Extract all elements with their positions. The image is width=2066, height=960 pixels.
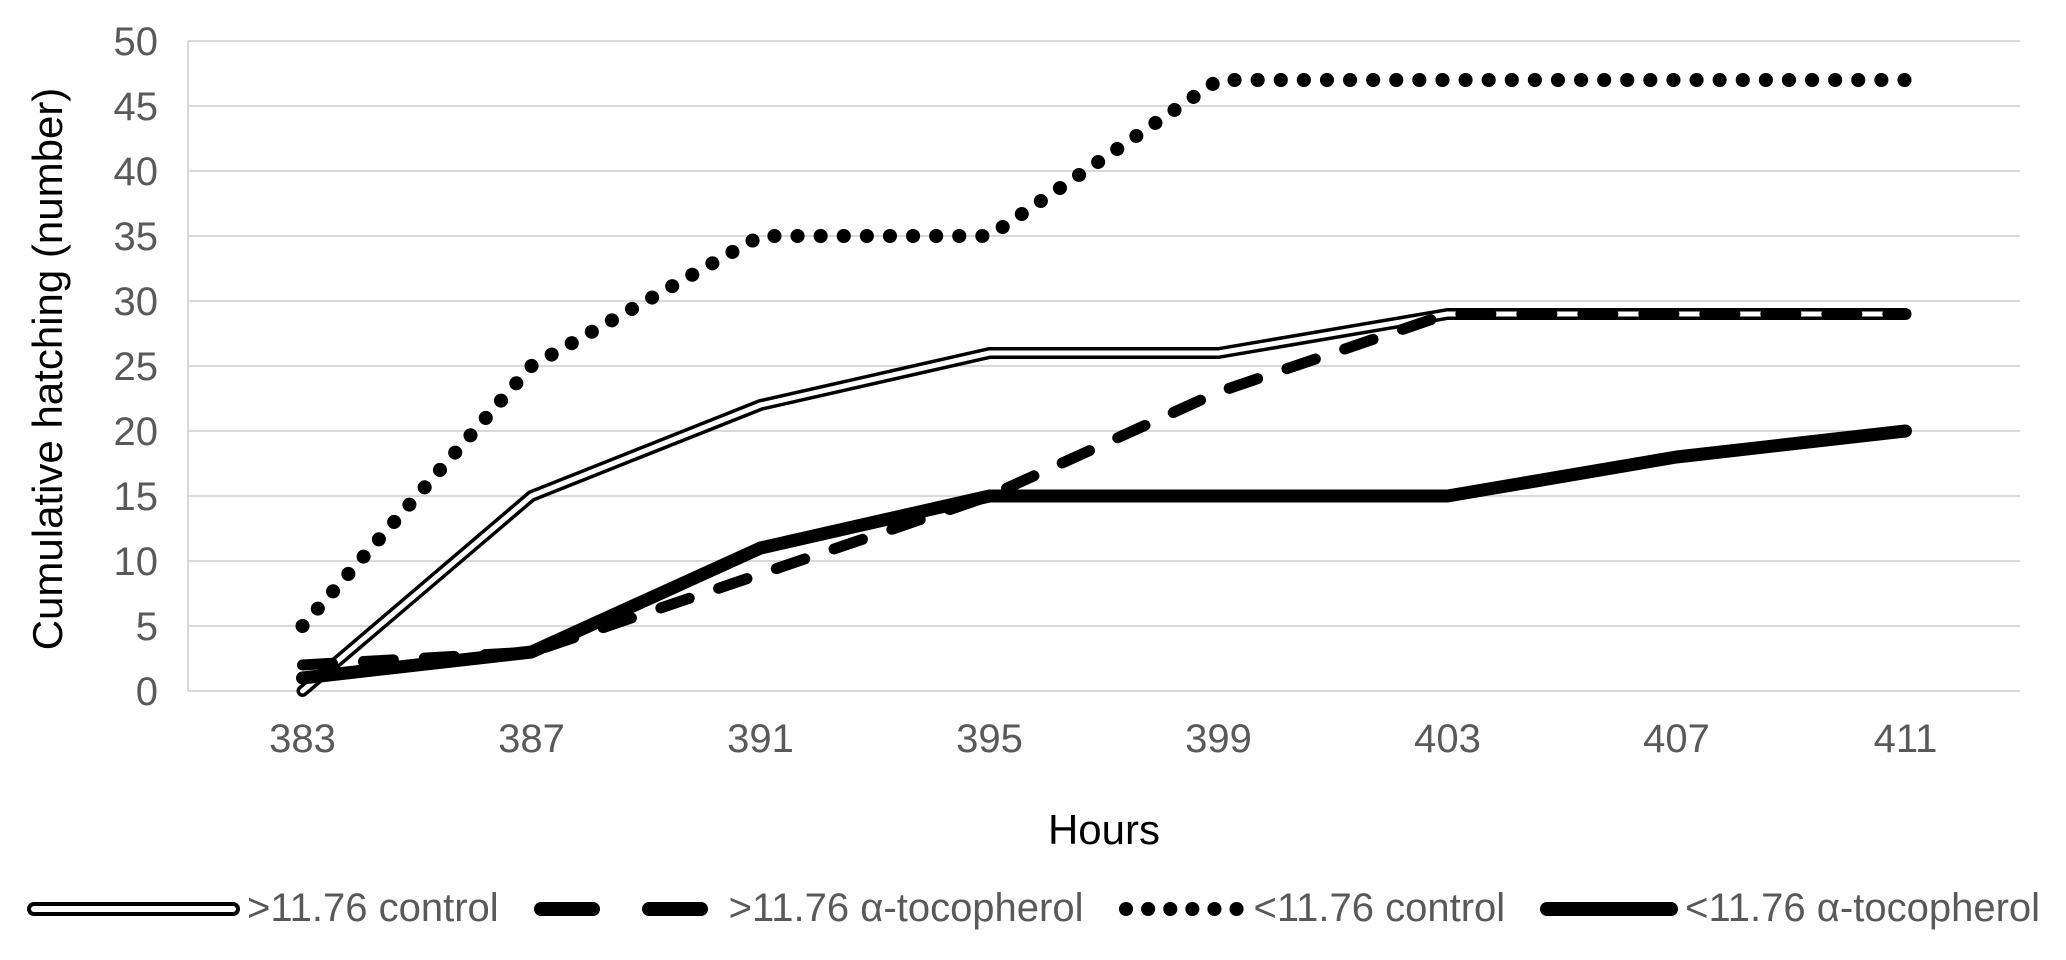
y-tick-label: 40 bbox=[114, 150, 159, 194]
x-tick-label: 395 bbox=[956, 717, 1023, 761]
x-tick-label: 391 bbox=[727, 717, 794, 761]
legend-item: <11.76 α-tocopherol bbox=[1539, 886, 2040, 931]
gridlines bbox=[188, 40, 2020, 692]
x-tick-label: 399 bbox=[1185, 717, 1252, 761]
y-tick-label: 20 bbox=[114, 410, 159, 454]
legend-label: >11.76 control bbox=[246, 886, 499, 930]
series-lines bbox=[295, 73, 1913, 697]
y-tick-label: 10 bbox=[114, 540, 159, 584]
y-tick-label: 45 bbox=[114, 85, 159, 129]
y-tick-label: 30 bbox=[114, 280, 159, 324]
series-line-dashed bbox=[297, 308, 1911, 671]
x-axis-tick-labels: 383 387 391 395 399 403 407 411 bbox=[269, 717, 1937, 761]
x-tick-label: 383 bbox=[269, 717, 336, 761]
x-tick-label: 403 bbox=[1414, 717, 1481, 761]
y-tick-label: 35 bbox=[114, 215, 159, 259]
y-tick-label: 50 bbox=[114, 20, 159, 64]
series-line-dotted bbox=[295, 73, 1913, 633]
y-tick-label: 15 bbox=[114, 475, 159, 519]
y-tick-label: 0 bbox=[136, 670, 158, 714]
legend-label: >11.76 α-tocopherol bbox=[728, 886, 1084, 930]
legend-swatch-solid-line-icon bbox=[1540, 901, 1679, 916]
y-axis-tick-labels: 0 5 10 15 20 25 30 35 40 45 50 bbox=[114, 20, 159, 714]
x-axis-title: Hours bbox=[1047, 806, 1161, 853]
legend-label: <11.76 control bbox=[1253, 886, 1506, 930]
legend-item: >11.76 α-tocopherol bbox=[533, 886, 1084, 931]
series-line-solid bbox=[296, 424, 1912, 685]
legend-item: >11.76 control bbox=[26, 886, 499, 931]
y-tick-label: 25 bbox=[114, 345, 159, 389]
series-line-double bbox=[296, 308, 1912, 697]
x-tick-label: 407 bbox=[1643, 717, 1710, 761]
legend-swatch-double-line-icon bbox=[26, 901, 240, 916]
legend-swatch-dotted-line-icon bbox=[1118, 901, 1248, 916]
legend-item: <11.76 control bbox=[1118, 886, 1506, 931]
legend: >11.76 control >11.76 α-tocopherol <11.76 … bbox=[0, 886, 2066, 931]
y-tick-label: 5 bbox=[136, 605, 158, 649]
legend-swatch-dashed-line-icon bbox=[533, 901, 722, 916]
y-axis-title: Cumulative hatching (number) bbox=[24, 87, 71, 651]
x-tick-label: 387 bbox=[498, 717, 565, 761]
legend-label: <11.76 α-tocopherol bbox=[1685, 886, 2041, 930]
x-tick-label: 411 bbox=[1874, 717, 1938, 761]
plot-area: 0 5 10 15 20 25 30 35 40 45 50 383 387 391 395 399 403 40… bbox=[114, 20, 2020, 761]
